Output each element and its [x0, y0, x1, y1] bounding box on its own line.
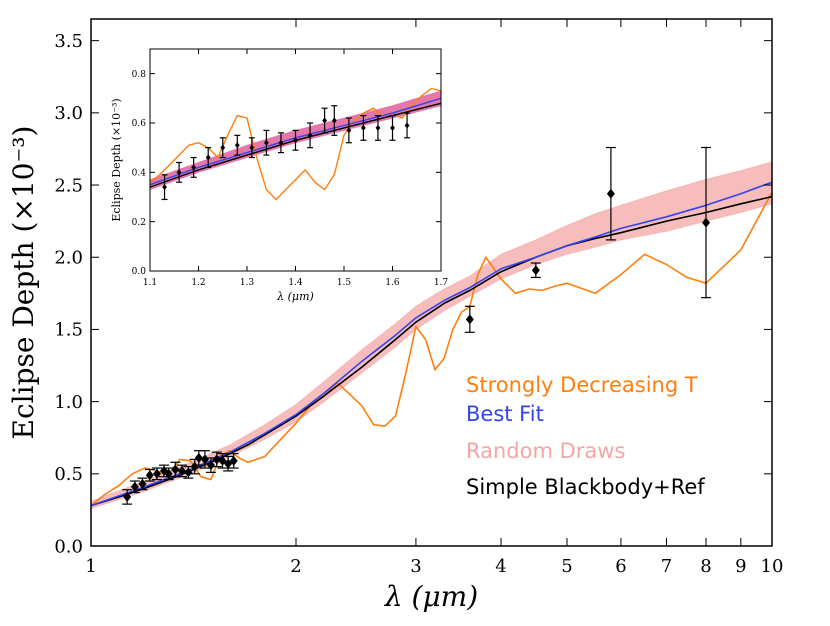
inset-data-point: [191, 164, 197, 171]
x-axis-label: λ (μm): [384, 580, 478, 613]
inset-x-tick-label: 1.6: [385, 278, 400, 288]
inset-y-tick-label: 0.0: [132, 267, 147, 277]
x-tick-label: 4: [495, 556, 506, 577]
inset-data-point: [404, 122, 410, 129]
data-point: [229, 455, 238, 466]
inset-data-point: [205, 154, 211, 161]
inset-data-point: [331, 117, 337, 124]
inset-data-point: [293, 137, 298, 144]
inset-data-point: [264, 139, 269, 146]
inset-data-point: [162, 184, 167, 191]
x-tick-label: 6: [615, 556, 626, 577]
inset-x-tick-label: 1.7: [434, 278, 449, 288]
data-point: [184, 467, 193, 478]
x-tick-label: 2: [290, 556, 301, 577]
inset-x-tick-label: 1.1: [143, 278, 157, 288]
x-tick-label: 10: [761, 556, 784, 577]
inset-x-tick-label: 1.3: [240, 278, 255, 288]
y-tick-label: 1.5: [54, 320, 83, 341]
y-tick-label: 1.0: [54, 392, 83, 413]
inset-plot: 1.1 1.2 1.3 1.4 1.5 1.6 1.7 0.0 0.2 0.4 0.6 0.8 λ (μ…: [110, 48, 449, 303]
legend-label-strongly-decreasing: Strongly Decreasing T: [466, 373, 698, 397]
inset-data-point: [249, 144, 255, 151]
y-axis-label: Eclipse Depth (×10⁻³): [7, 126, 40, 440]
inset-data-point: [375, 124, 381, 131]
data-point: [190, 461, 199, 472]
data-point: [177, 465, 186, 476]
data-point: [212, 454, 221, 465]
x-tick-label: 8: [700, 556, 711, 577]
x-tick-label: 9: [735, 556, 746, 577]
data-point: [531, 265, 540, 276]
inset-y-tick-label: 0.4: [132, 168, 147, 178]
legend-label-best-fit: Best Fit: [466, 402, 544, 426]
data-point: [123, 491, 132, 502]
inset-data-point: [361, 124, 366, 131]
x-tick-label: 7: [661, 556, 672, 577]
inset-y-axis-label: Eclipse Depth (×10⁻³): [110, 98, 123, 221]
inset-x-tick-label: 1.4: [288, 278, 303, 288]
legend-label-random-draws: Random Draws: [466, 439, 625, 463]
data-point: [200, 454, 209, 465]
data-point: [138, 478, 147, 489]
data-point: [145, 470, 154, 481]
data-point: [171, 464, 180, 475]
y-tick-label: 0.5: [54, 464, 83, 485]
data-point: [465, 314, 474, 325]
data-point: [152, 468, 161, 479]
y-tick-label: 2.5: [54, 175, 83, 196]
y-tick-label: 3.5: [54, 31, 83, 52]
x-tick-label: 5: [561, 556, 572, 577]
y-tick-label: 3.0: [54, 103, 83, 124]
legend-label-blackbody: Simple Blackbody+Ref: [466, 475, 705, 499]
data-point: [194, 452, 203, 463]
inset-data-point: [234, 142, 240, 149]
inset-data-point: [322, 117, 327, 124]
inset-data-point: [176, 169, 182, 176]
inset-y-tick-label: 0.6: [132, 119, 147, 129]
inset-x-tick-label: 1.5: [337, 278, 352, 288]
inset-y-tick-label: 0.2: [132, 218, 146, 228]
inset-data-point: [390, 124, 395, 131]
data-point: [130, 481, 139, 492]
legend: Strongly Decreasing T Best Fit Random Dr…: [466, 373, 705, 499]
data-point: [206, 460, 215, 471]
y-tick-label: 2.0: [54, 248, 83, 269]
series-strongly-decreasing-t-line: [90, 191, 773, 507]
data-point: [702, 217, 711, 228]
x-tick-label: 3: [410, 556, 421, 577]
series-best-fit-line: [90, 181, 773, 507]
inset-x-axis-label: λ (μm): [276, 290, 314, 303]
inset-y-tick-label: 0.8: [132, 70, 147, 80]
inset-data-point: [220, 144, 226, 151]
inset-data-point: [278, 139, 284, 146]
inset-x-tick-label: 1.2: [191, 278, 205, 288]
inset-data-point: [346, 127, 352, 134]
frame: [90, 18, 773, 547]
inset-plot-area: [150, 49, 441, 271]
x-tick-label: 1: [85, 556, 96, 577]
y-tick-label: 0.0: [54, 536, 83, 557]
inset-data-point: [307, 132, 313, 139]
data-point: [606, 188, 615, 199]
